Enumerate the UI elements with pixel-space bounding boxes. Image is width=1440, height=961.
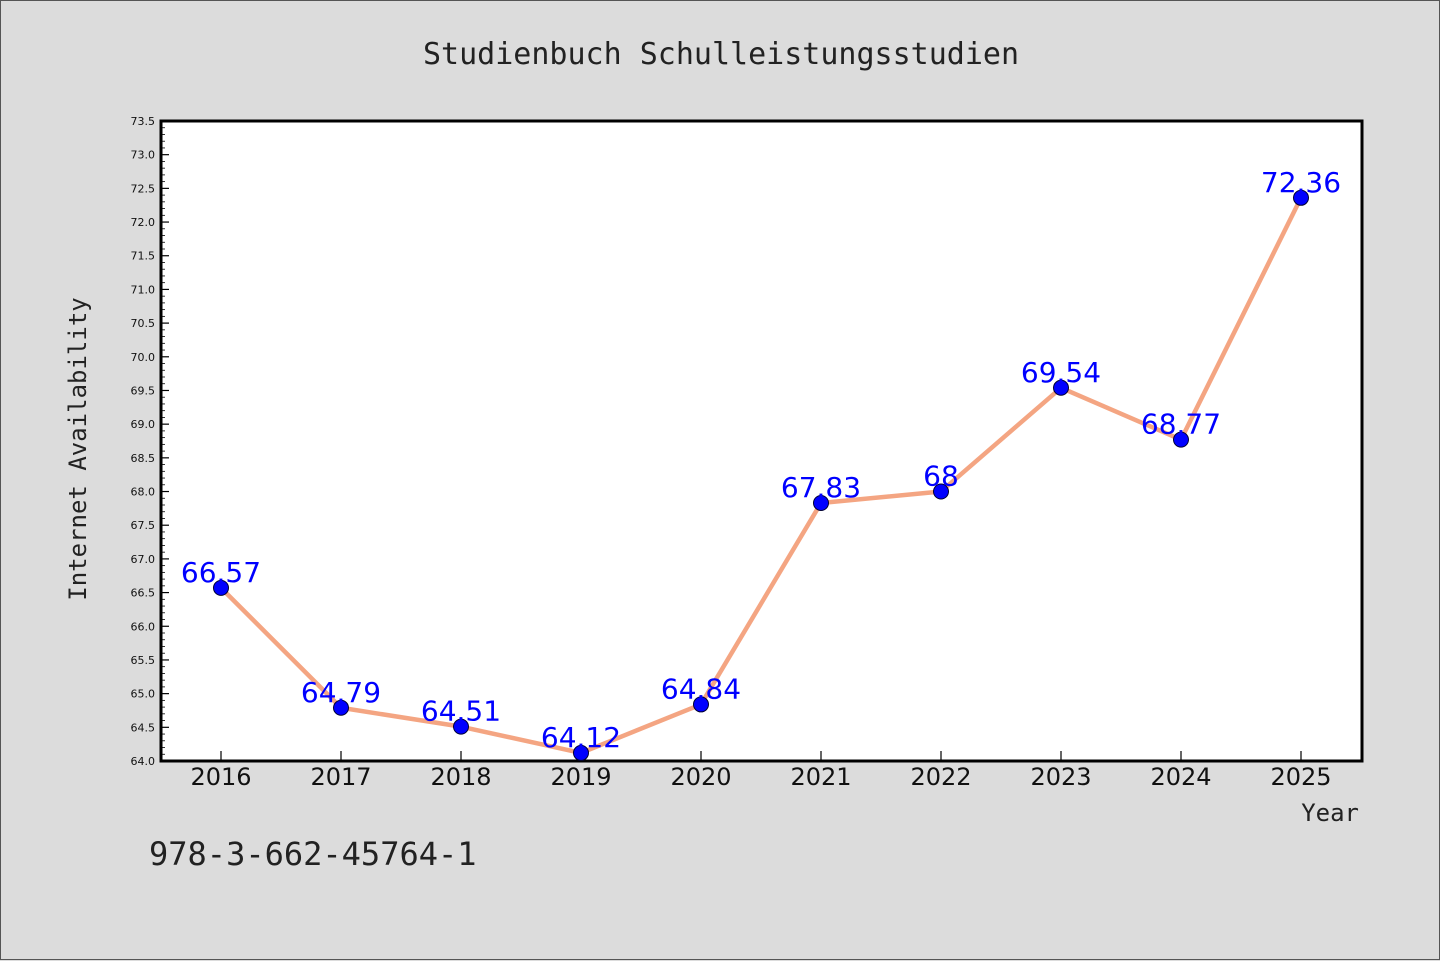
y-tick-label: 71.0 [131, 283, 156, 296]
data-labels: 66.57 64.79 64.51 64.12 64.84 67.83 68 69.54 68.… [181, 166, 1341, 754]
data-point-label: 66.57 [181, 556, 261, 589]
data-point-marker [1053, 379, 1069, 396]
y-tick-label: 65.0 [131, 688, 156, 701]
y-axis-ticks [161, 120, 169, 762]
data-point-marker [213, 579, 229, 596]
x-tick-label: 2018 [430, 763, 491, 791]
y-tick-label: 64.0 [131, 755, 156, 768]
data-point-label: 72.36 [1261, 166, 1341, 199]
y-tick-label: 68.5 [131, 452, 156, 465]
y-tick-label: 68.0 [131, 486, 156, 499]
y-tick-label: 70.0 [131, 351, 156, 364]
x-tick-label: 2022 [910, 763, 971, 791]
data-point-label: 64.12 [541, 721, 621, 754]
data-point-label: 64.51 [421, 695, 501, 728]
x-tick-label: 2025 [1270, 763, 1331, 791]
x-tick-label: 2024 [1150, 763, 1211, 791]
data-point-marker [333, 699, 349, 716]
series-lines [218, 195, 1304, 756]
x-tick-label: 2016 [190, 763, 251, 791]
y-tick-label: 72.5 [131, 182, 156, 195]
y-tick-label: 67.5 [131, 519, 156, 532]
y-tick-label: 72.0 [131, 216, 156, 229]
data-point-marker [573, 744, 589, 761]
data-point-marker [453, 718, 469, 735]
isbn-footnote: 978-3-662-45764-1 [149, 835, 477, 873]
data-point-label: 68 [923, 460, 959, 493]
y-tick-label: 64.5 [131, 721, 156, 734]
data-point-marker [933, 483, 949, 500]
data-point-marker [1173, 431, 1189, 448]
y-tick-label: 65.5 [131, 654, 156, 667]
x-tick-label: 2020 [670, 763, 731, 791]
x-axis-label: Year [1301, 799, 1359, 827]
y-tick-label: 73.5 [131, 115, 156, 128]
y-tick-label: 66.5 [131, 587, 156, 600]
x-tick-label: 2017 [310, 763, 371, 791]
data-point-marker [693, 696, 709, 713]
x-tick-label: 2023 [1030, 763, 1091, 791]
y-tick-label: 67.0 [131, 553, 156, 566]
y-tick-label: 70.5 [131, 317, 156, 330]
data-point-marker [813, 494, 829, 511]
y-axis-label: Internet Availability [64, 297, 92, 600]
x-axis-tick-labels: 2016 2017 2018 2019 2020 2021 2022 2023 2024 2025 [190, 763, 1331, 791]
x-tick-label: 2021 [790, 763, 851, 791]
y-tick-label: 71.5 [131, 250, 156, 263]
series-markers [213, 189, 1309, 761]
chart-title: Studienbuch Schulleistungsstudien [423, 37, 1019, 72]
y-tick-label: 66.0 [131, 620, 156, 633]
x-tick-label: 2019 [550, 763, 611, 791]
y-tick-label: 69.5 [131, 384, 156, 397]
y-axis-tick-labels: 64.0 64.5 65.0 65.5 66.0 66.5 67.0 67.5 68.0 68.5… [131, 115, 156, 768]
series-line [218, 195, 1304, 756]
data-point-marker [1293, 189, 1309, 206]
data-point-label: 64.79 [301, 676, 381, 709]
y-tick-label: 69.0 [131, 418, 156, 431]
plot-area [159, 119, 1364, 763]
data-point-label: 69.54 [1021, 356, 1101, 389]
data-point-label: 68.77 [1141, 408, 1221, 441]
data-point-label: 64.84 [661, 672, 741, 705]
y-tick-label: 73.0 [131, 149, 156, 162]
data-point-label: 67.83 [781, 471, 861, 504]
